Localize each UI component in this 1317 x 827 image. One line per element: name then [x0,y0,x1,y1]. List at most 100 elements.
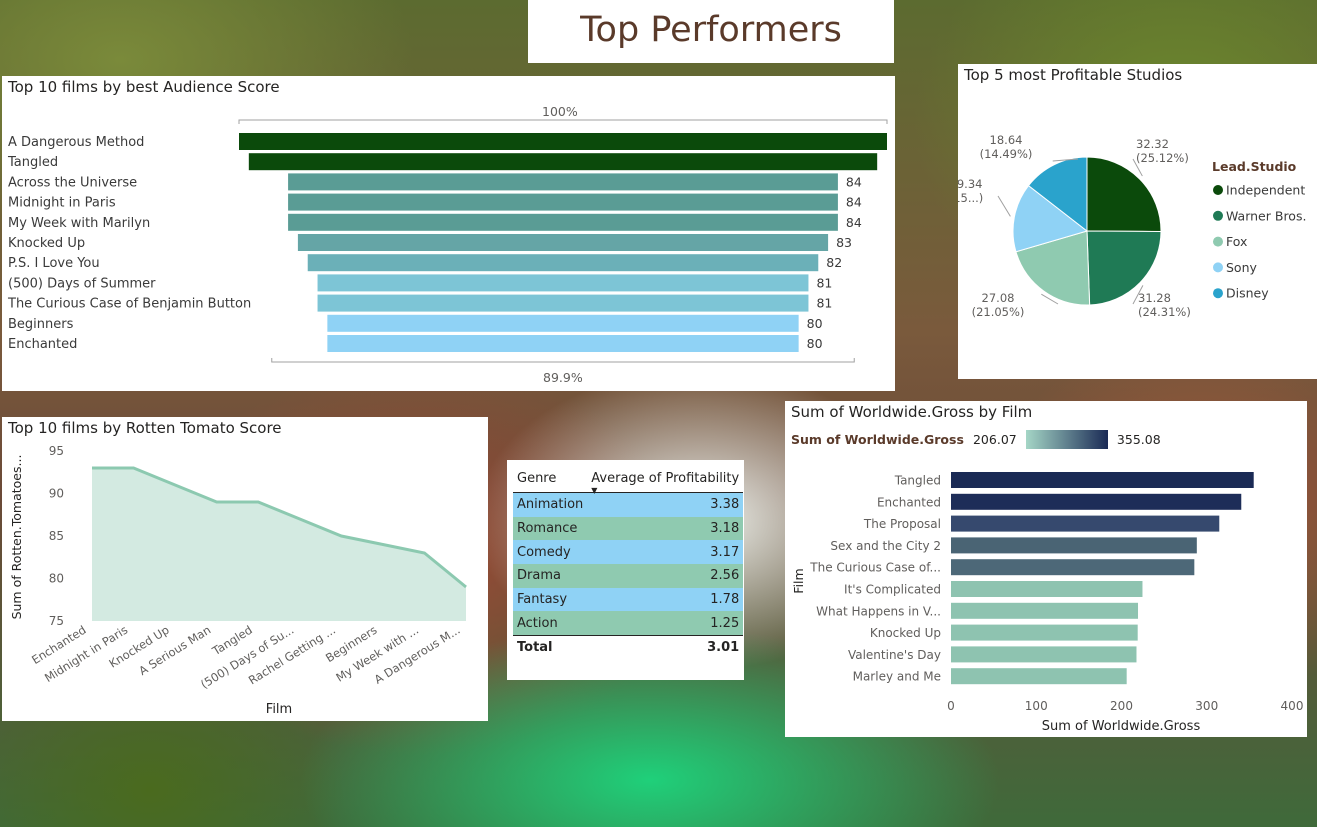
rotten-tomato-chart[interactable]: Top 10 films by Rotten Tomato Score 75 80… [2,417,488,721]
gross-legend: Sum of Worldwide.Gross 206.07 355.08 [791,429,1161,451]
gross-x-axis-title: Sum of Worldwide.Gross [1042,719,1201,734]
audience-chart-title: Top 10 films by best Audience Score [8,78,280,96]
total-value: 3.01 [707,640,740,656]
profitability-cell: 2.56 [710,568,740,584]
pie-percent-label: (21.05%) [972,305,1025,319]
total-label: Total [517,640,553,656]
rt-y-axis-title: Sum of Rotten.Tomatoes... [9,455,24,620]
audience-bar [288,173,838,191]
audience-bar [307,254,819,272]
table-header-row: Genre Average of Profitability ▼ [513,464,744,496]
audience-bar [248,153,878,171]
pie-leader-line [997,195,1011,217]
column-header-profitability[interactable]: Average of Profitability ▼ [587,464,743,496]
profitability-cell: 3.18 [710,521,740,537]
worldwide-gross-chart[interactable]: Sum of Worldwide.Gross by Film Sum of Wo… [785,401,1307,737]
gross-category-label: Sex and the City 2 [830,539,941,553]
audience-category-label: P.S. I Love You [8,256,100,271]
audience-score-chart[interactable]: Top 10 films by best Audience Score 100%… [2,76,895,391]
audience-top-label: 100% [542,104,578,119]
pie-legend-marker [1213,288,1223,299]
audience-bar [239,133,887,150]
pie-legend-marker [1213,262,1223,273]
table-row[interactable]: Action 1.25 [513,611,744,636]
rt-y-tick-label: 85 [49,529,64,543]
pie-legend-label: Sony [1226,260,1258,275]
audience-category-label: Enchanted [8,337,77,352]
audience-bar [288,193,838,211]
page-title-box: Top Performers [528,0,894,63]
pie-percent-label: (14.49%) [980,147,1033,161]
gross-category-label: The Proposal [863,517,941,531]
pie-leader-line [1132,285,1144,305]
pie-legend-marker [1213,185,1223,195]
audience-value-label: 84 [846,195,862,210]
pie-value-label: 19.34 [958,177,982,191]
genre-cell: Fantasy [517,592,568,608]
gross-category-label: What Happens in V... [816,604,941,618]
audience-category-label: (500) Days of Summer [8,276,156,291]
audience-top-bracket [238,119,888,124]
sort-descending-icon: ▼ [591,486,598,495]
audience-value-label: 84 [846,215,862,230]
audience-value-label: 81 [816,275,832,290]
gross-legend-min: 206.07 [972,432,1017,447]
pie-slice [1015,230,1091,306]
table-row[interactable]: Comedy 3.17 [513,540,744,565]
pie-legend-label: Fox [1226,234,1247,249]
gross-bar [951,602,1139,619]
rt-y-tick-label: 90 [49,487,64,501]
gross-category-label: Marley and Me [853,670,941,684]
pie-legend-marker [1213,210,1223,221]
audience-bar [288,213,838,231]
gross-legend-gradient [1025,430,1108,449]
genre-cell: Romance [517,521,578,537]
genre-profitability-table[interactable]: Genre Average of Profitability ▼ Animati… [507,460,744,680]
audience-category-label: My Week with Marilyn [8,216,150,231]
table-row[interactable]: Animation 3.38 [513,492,744,517]
gross-bar [951,646,1137,663]
table-row[interactable]: Drama 2.56 [513,564,744,588]
pie-slice [1086,230,1162,306]
audience-value-label: 81 [816,296,832,311]
rt-chart-title: Top 10 films by Rotten Tomato Score [8,419,282,437]
pie-legend-label: Independent [1226,183,1305,198]
audience-category-label: The Curious Case of Benjamin Button [7,297,251,312]
table-total-row: Total 3.01 [513,635,744,660]
gross-bar [951,559,1195,576]
gross-bar [951,624,1138,641]
gross-bar [951,493,1242,510]
genre-cell: Animation [517,497,584,513]
pie-slice [1012,184,1089,253]
audience-category-label: Knocked Up [8,236,85,251]
pie-plot: 32.32(25.12%) 31.28(24.31%) 27.08(21.05%) 1… [958,133,1306,319]
audience-category-label: Midnight in Paris [8,196,116,211]
gross-category-label: Knocked Up [870,626,941,640]
gross-category-label: The Curious Case of... [809,561,941,575]
page-title: Top Performers [580,10,842,50]
profitability-cell: 3.17 [710,544,740,560]
gross-category-label: It's Complicated [844,583,941,597]
gross-bar [951,537,1197,554]
profitability-cell: 1.78 [710,592,740,608]
rt-x-axis-title: Film [266,702,292,717]
audience-value-label: 80 [807,336,823,351]
pie-chart-title: Top 5 most Profitable Studios [964,66,1183,84]
pie-legend-marker [1213,236,1223,247]
table-row[interactable]: Fantasy 1.78 [513,587,744,612]
pie-percent-label: (15...) [958,191,983,205]
audience-category-label: A Dangerous Method [8,135,144,150]
genre-cell: Action [517,615,558,631]
studio-pie-chart[interactable]: Top 5 most Profitable Studios 32.32 (25.1… [958,64,1317,379]
pie-value-label: 31.28 [1138,291,1171,305]
table-row[interactable]: Romance 3.18 [513,516,744,541]
column-header-genre[interactable]: Genre [517,470,557,486]
column-header-profitability-label: Average of Profitability [591,470,740,486]
pie-value-label: 32.32 [1136,137,1169,151]
audience-value-label: 80 [807,316,823,331]
pie-value-label: 18.64 [990,133,1023,147]
audience-value-label: 83 [836,235,852,250]
rt-y-tick-label: 80 [49,572,64,586]
rt-y-tick-label: 75 [49,614,64,628]
